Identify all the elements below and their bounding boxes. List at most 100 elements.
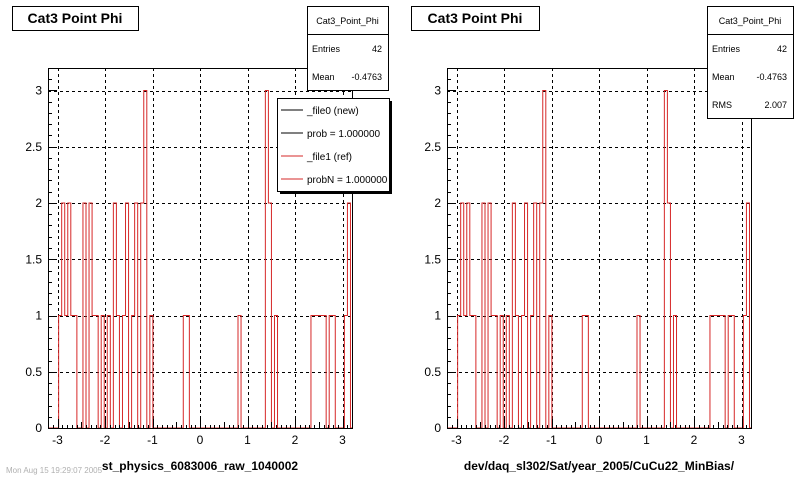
histogram-bin bbox=[62, 203, 65, 428]
histogram-bin bbox=[183, 316, 186, 429]
histogram-bin bbox=[65, 316, 68, 429]
histogram-bin bbox=[107, 316, 110, 429]
histogram-bin bbox=[512, 203, 515, 428]
x-axis-label: dev/daq_sl302/Sat/year_2005/CuCu22_MinBi… bbox=[464, 459, 735, 473]
histogram-bin bbox=[716, 316, 719, 429]
histogram-bin bbox=[461, 203, 464, 428]
histogram-bin bbox=[515, 316, 518, 429]
x-tick-label: 3 bbox=[738, 433, 745, 447]
histogram-series-ref bbox=[447, 90, 751, 429]
histogram-bin bbox=[347, 203, 350, 428]
y-tick-label: 0 bbox=[434, 421, 441, 435]
stats-box: Cat3_Point_Phi Entries 42 Mean -0.4763 bbox=[307, 6, 389, 91]
legend-entry-label: probN = 1.000000 bbox=[307, 175, 388, 186]
histogram-bin bbox=[664, 91, 667, 429]
stats-box-frame bbox=[707, 6, 794, 119]
histogram-bin bbox=[320, 316, 323, 429]
histogram-bin bbox=[488, 203, 491, 428]
histogram-bin bbox=[531, 316, 534, 429]
histogram-bin bbox=[540, 203, 543, 428]
histogram-bin bbox=[710, 316, 713, 429]
histogram-bin bbox=[719, 316, 722, 429]
x-tick-label: -2 bbox=[499, 433, 510, 447]
x-tick-label: -1 bbox=[546, 433, 557, 447]
histogram-bin bbox=[543, 91, 546, 429]
x-tick-label: 1 bbox=[643, 433, 650, 447]
x-tick-label: 1 bbox=[244, 433, 251, 447]
y-tick-label: 2.5 bbox=[424, 140, 441, 154]
x-axis-label: st_physics_6083006_raw_1040002 bbox=[102, 459, 298, 473]
histogram-bin bbox=[494, 316, 497, 429]
histogram-bin bbox=[113, 203, 116, 428]
histogram-bin bbox=[746, 203, 749, 428]
histogram-bin bbox=[135, 203, 138, 428]
y-tick-label: 1 bbox=[434, 309, 441, 323]
histogram-bin bbox=[144, 91, 147, 429]
histogram-bin bbox=[126, 203, 129, 428]
y-tick-label: 0.5 bbox=[25, 365, 42, 379]
histogram-bin bbox=[323, 316, 326, 429]
y-tick-label: 0 bbox=[35, 421, 42, 435]
x-tick-label: 2 bbox=[292, 433, 299, 447]
histogram-bin bbox=[525, 203, 528, 428]
legend-entry-label: _file0 (new) bbox=[306, 106, 359, 117]
histogram-bin bbox=[673, 316, 676, 429]
histogram-bin bbox=[667, 203, 670, 428]
histogram-bin bbox=[491, 316, 494, 429]
histogram-bin bbox=[74, 316, 77, 429]
title-box bbox=[411, 6, 540, 31]
stats-box-frame bbox=[307, 6, 389, 91]
legend-entry-label: prob = 1.000000 bbox=[307, 129, 381, 140]
histogram-bin bbox=[713, 316, 716, 429]
histogram-bin bbox=[549, 316, 552, 429]
histogram-bin bbox=[311, 316, 314, 429]
legend: _file0 (new) prob = 1.000000 _file1 (ref) p… bbox=[277, 98, 392, 194]
y-tick-label: 2 bbox=[35, 196, 42, 210]
x-tick-label: 2 bbox=[691, 433, 698, 447]
histogram-bin bbox=[314, 316, 317, 429]
histogram-panel-1: -3 -2 -1 0 1 2 3 0 0.5 1 1.5 2 2.5 3 st_physics_608300… bbox=[12, 6, 392, 473]
histogram-bin bbox=[317, 316, 320, 429]
histogram-bin bbox=[186, 316, 189, 429]
x-tick-label: 3 bbox=[339, 433, 346, 447]
histogram-bin bbox=[332, 316, 335, 429]
x-tick-label: 0 bbox=[197, 433, 204, 447]
histogram-bin bbox=[500, 316, 503, 429]
y-tick-label: 2 bbox=[434, 196, 441, 210]
stats-value-mean: -0.4763 bbox=[756, 72, 787, 82]
histogram-bin bbox=[59, 316, 62, 429]
histogram-bin bbox=[534, 203, 537, 428]
histogram-bin bbox=[92, 316, 95, 429]
histogram-bin bbox=[731, 316, 734, 429]
title-box bbox=[12, 6, 139, 31]
legend-body: _file0 (new) prob = 1.000000 _file1 (ref) p… bbox=[277, 98, 392, 194]
x-tick-label: -2 bbox=[100, 433, 111, 447]
legend-frame bbox=[277, 98, 390, 192]
y-tick-label: 1.5 bbox=[25, 252, 42, 266]
histogram-bin bbox=[150, 316, 153, 429]
stats-value-entries: 42 bbox=[372, 44, 382, 54]
histogram-bin bbox=[122, 316, 125, 429]
histogram-bin bbox=[238, 316, 241, 429]
histogram-bin bbox=[582, 316, 585, 429]
y-tick-label: 3 bbox=[35, 84, 42, 98]
histogram-bin bbox=[71, 316, 74, 429]
x-tick-label: -3 bbox=[52, 433, 63, 447]
histogram-bin bbox=[101, 316, 104, 429]
histogram-bin bbox=[464, 316, 467, 429]
histogram-bin bbox=[95, 316, 98, 429]
y-tick-label: 2.5 bbox=[25, 140, 42, 154]
stats-value-mean: -0.4763 bbox=[351, 72, 382, 82]
axis-ticks bbox=[447, 68, 752, 429]
histogram-bin bbox=[585, 316, 588, 429]
y-tick-label: 0.5 bbox=[424, 365, 441, 379]
x-tick-label: -3 bbox=[451, 433, 462, 447]
y-tick-label: 1 bbox=[35, 309, 42, 323]
histogram-bin bbox=[473, 316, 476, 429]
stats-label-rms: RMS bbox=[712, 100, 732, 110]
y-tick-label: 1.5 bbox=[424, 252, 441, 266]
stats-value-entries: 42 bbox=[777, 44, 787, 54]
histogram-bin bbox=[132, 316, 135, 429]
y-tick-label: 3 bbox=[434, 84, 441, 98]
